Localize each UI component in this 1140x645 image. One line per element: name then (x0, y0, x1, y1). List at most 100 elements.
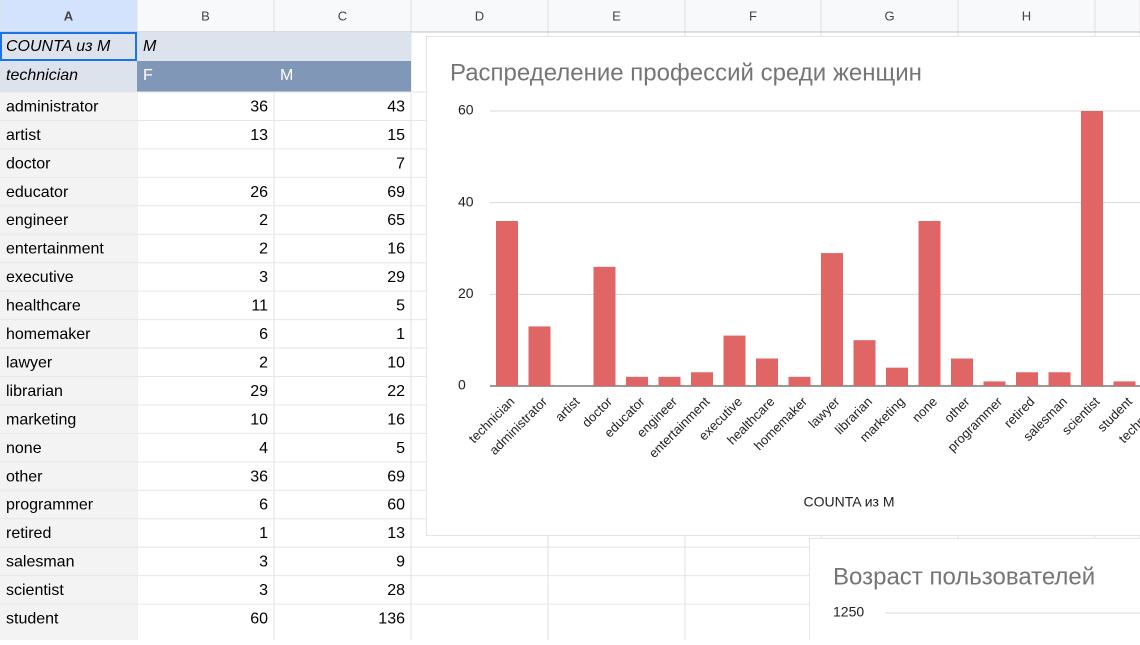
cell-value: 26 (250, 184, 268, 201)
cell-value: 3 (259, 554, 268, 571)
rowlabel-bg (0, 92, 137, 640)
row-label: executive (6, 269, 74, 286)
cell-value: 60 (250, 611, 268, 628)
column-header: C (338, 8, 347, 23)
row-label: other (6, 468, 43, 485)
cell-value: 13 (250, 127, 268, 144)
row-label: salesman (6, 554, 74, 571)
cell-value: 15 (387, 127, 405, 144)
cell-value: 10 (250, 411, 268, 428)
chart-bg (809, 538, 1140, 640)
pivot-head-bg (0, 32, 137, 61)
chart: Возраст пользователей 1250 (809, 538, 1140, 640)
cell-value: 60 (387, 497, 405, 514)
bar (853, 340, 876, 386)
cell-value: 69 (387, 468, 405, 485)
cell-value: 13 (387, 525, 405, 542)
column-header: F (749, 8, 757, 23)
bar (691, 372, 713, 386)
bar (528, 326, 551, 386)
column-header: E (612, 8, 621, 23)
bar (496, 221, 518, 386)
bar (723, 335, 746, 386)
cell-value: 29 (387, 269, 405, 286)
row-label: marketing (6, 411, 76, 428)
row-label: programmer (6, 497, 94, 514)
column-header: G (884, 8, 894, 23)
cell-value: 4 (259, 440, 268, 457)
row-label: retired (6, 525, 51, 542)
y-tick-label: 40 (458, 193, 474, 209)
bar (1113, 381, 1136, 386)
bar (951, 358, 973, 386)
bar (626, 376, 648, 386)
column-header: B (201, 8, 210, 23)
column-header: H (1022, 8, 1031, 23)
cell-value: 11 (251, 298, 268, 315)
bar (1081, 111, 1103, 386)
cell-value: 6 (259, 326, 268, 343)
cell-value: 43 (387, 98, 405, 115)
cell-value: 5 (396, 440, 405, 457)
bar (788, 376, 811, 386)
chart: Распределение профессий среди женщин 0 20 4… (426, 36, 1140, 536)
cell-value: 5 (396, 298, 405, 315)
cell-value: 2 (259, 212, 268, 229)
bar (983, 381, 1006, 386)
cell-value: 16 (387, 241, 405, 258)
column-header: A (64, 8, 74, 23)
pivot-rowfield-bg (0, 61, 137, 92)
pivot-head-bg (137, 32, 411, 61)
cell-value: 1 (259, 525, 268, 542)
cell-value: 36 (250, 98, 268, 115)
cell-value: 3 (259, 582, 268, 599)
cell-value: 9 (396, 554, 405, 571)
cell-value: 10 (387, 354, 405, 371)
cell-value: 7 (396, 155, 405, 172)
row-label: healthcare (6, 298, 81, 315)
pivot-column-field: M (143, 38, 157, 55)
bar (821, 253, 843, 386)
header-bg (0, 0, 1140, 32)
bar (593, 266, 616, 386)
bar (918, 221, 941, 386)
selected-cell (0, 32, 137, 61)
bar (756, 358, 778, 386)
y-tick-label: 1250 (833, 604, 864, 620)
row-label: scientist (6, 582, 64, 599)
row-label: lawyer (6, 354, 53, 371)
cell-value: 16 (387, 411, 405, 428)
chart-bg (426, 36, 1140, 536)
row-label: none (6, 440, 42, 457)
row-label: doctor (6, 155, 51, 172)
cell-value: 136 (378, 611, 405, 628)
bar (1048, 372, 1071, 386)
row-label: student (6, 611, 59, 628)
chart-title: Распределение профессий среди женщин (450, 59, 922, 86)
row-label: educator (6, 184, 69, 201)
cell-value: 6 (259, 497, 268, 514)
cell-value: 22 (387, 383, 405, 400)
pivot-corner: COUNTA из M (6, 38, 111, 55)
chart-title: Возраст пользователей (833, 563, 1095, 590)
cell-value: 65 (387, 212, 405, 229)
cell-value: 69 (387, 184, 405, 201)
cell-value: 3 (259, 269, 268, 286)
row-label: entertainment (6, 241, 104, 258)
row-label: engineer (6, 212, 69, 229)
cell-value: 28 (387, 582, 405, 599)
cell-value: 2 (259, 241, 268, 258)
bar (886, 367, 908, 386)
pivot-row-field: technician (6, 67, 78, 84)
row-label: homemaker (6, 326, 91, 343)
row-label: administrator (6, 98, 99, 115)
cell-value: 29 (250, 383, 268, 400)
column-header: D (475, 8, 484, 23)
cell-value: 2 (259, 354, 268, 371)
y-tick-label: 20 (458, 285, 474, 301)
x-axis-label: COUNTA из M (804, 494, 895, 510)
y-tick-label: 0 (458, 377, 466, 393)
row-label: artist (6, 127, 41, 144)
